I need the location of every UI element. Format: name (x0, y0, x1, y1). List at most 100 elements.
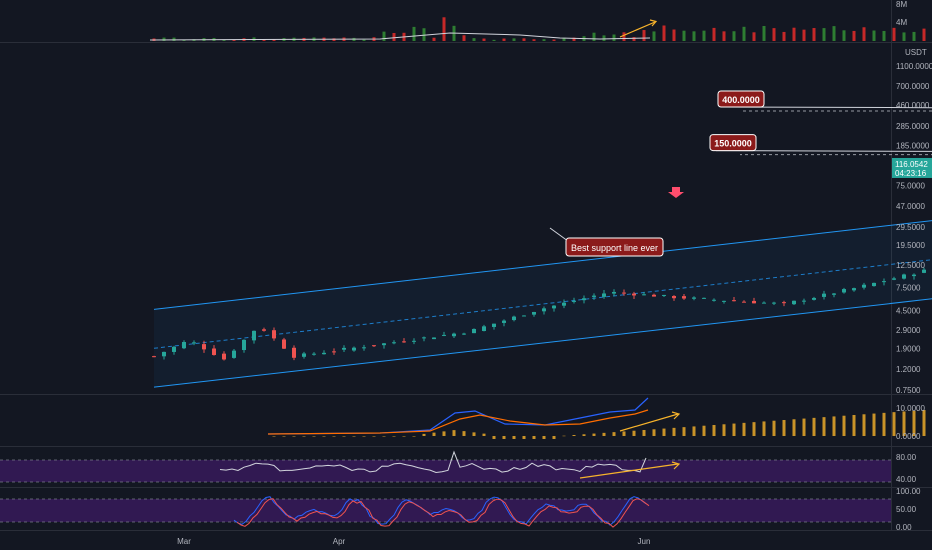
candle[interactable] (642, 294, 646, 296)
candle[interactable] (822, 293, 826, 297)
candle[interactable] (682, 296, 686, 299)
candle[interactable] (702, 297, 706, 299)
candle[interactable] (512, 316, 516, 321)
channel-upper-line[interactable] (153, 42, 932, 310)
candle[interactable] (612, 291, 616, 294)
candle[interactable] (442, 334, 446, 336)
candle[interactable] (592, 295, 596, 297)
candle[interactable] (852, 288, 856, 291)
candle[interactable] (752, 300, 756, 304)
candle[interactable] (652, 294, 656, 297)
candle[interactable] (282, 339, 286, 349)
candle[interactable] (862, 284, 866, 288)
candle[interactable] (202, 344, 206, 350)
rsi-panel[interactable]: 80.00 40.00 (0, 450, 917, 484)
macd-trend-arrow (619, 413, 679, 432)
candle[interactable] (292, 347, 296, 358)
candle[interactable] (782, 302, 786, 304)
candle[interactable] (772, 302, 776, 304)
candle[interactable] (372, 345, 376, 347)
candle[interactable] (562, 302, 566, 306)
candle[interactable] (572, 300, 576, 302)
candle[interactable] (182, 342, 186, 349)
candle[interactable] (762, 302, 766, 304)
time-tick-label: Jun (638, 537, 651, 546)
countdown-label: 04:23:16 (895, 169, 927, 178)
candle[interactable] (902, 274, 906, 279)
stochastic-panel[interactable]: 100.00 50.00 0.00 (0, 487, 921, 532)
volume-panel[interactable]: 8M 4M (149, 0, 932, 41)
candle[interactable] (232, 350, 236, 358)
price-axis[interactable]: 1100.0000 700.0000 460.0000 285.0000 185.000… (892, 48, 932, 395)
candle[interactable] (172, 346, 176, 352)
candle[interactable] (472, 328, 476, 334)
channel-lower-line[interactable] (153, 121, 932, 388)
price-panel[interactable]: 400.0000 150.0000 Best support line ever (152, 42, 932, 388)
candle[interactable] (312, 353, 316, 355)
candle[interactable] (622, 292, 626, 294)
candle[interactable] (582, 298, 586, 301)
candle[interactable] (502, 320, 506, 323)
support-label-box[interactable] (565, 237, 664, 257)
candle[interactable] (542, 308, 546, 312)
candle[interactable] (912, 274, 916, 277)
candle[interactable] (452, 333, 456, 337)
candle[interactable] (362, 347, 366, 349)
candle[interactable] (262, 329, 266, 331)
candle[interactable] (792, 300, 796, 305)
candle[interactable] (152, 356, 156, 358)
candle[interactable] (842, 289, 846, 293)
candle[interactable] (522, 315, 526, 317)
candle[interactable] (402, 341, 406, 343)
candle[interactable] (272, 330, 276, 339)
candle[interactable] (552, 305, 556, 309)
candle[interactable] (412, 340, 416, 342)
rsi-tick-label: 40.00 (896, 475, 917, 484)
candle[interactable] (492, 323, 496, 327)
candle[interactable] (672, 295, 676, 299)
candle[interactable] (732, 300, 736, 302)
candle[interactable] (692, 297, 696, 299)
candle[interactable] (722, 300, 726, 302)
candle[interactable] (602, 293, 606, 297)
candle[interactable] (882, 281, 886, 283)
channel-midline[interactable] (153, 81, 932, 349)
candle[interactable] (892, 278, 896, 280)
target-label-box[interactable] (717, 90, 765, 108)
candle[interactable] (162, 351, 166, 357)
candle[interactable] (302, 353, 306, 357)
candle[interactable] (242, 339, 246, 351)
candle[interactable] (812, 297, 816, 300)
candle[interactable] (192, 342, 196, 344)
candle[interactable] (662, 294, 666, 296)
candle[interactable] (802, 300, 806, 302)
candle[interactable] (352, 347, 356, 351)
candle[interactable] (392, 342, 396, 344)
last-price-badge[interactable] (892, 157, 932, 178)
macd-histogram-bar (522, 436, 526, 439)
candle[interactable] (252, 330, 256, 341)
candle[interactable] (422, 337, 426, 339)
candle[interactable] (742, 301, 746, 303)
candle[interactable] (872, 282, 876, 287)
candle[interactable] (712, 299, 716, 301)
candle[interactable] (222, 353, 226, 360)
time-axis[interactable]: MarAprJunAugSepNov2021FebAprJun (177, 537, 932, 546)
candle[interactable] (832, 293, 836, 295)
candle[interactable] (342, 347, 346, 350)
stoch-tick-label: 100.00 (896, 487, 921, 496)
macd-histogram-bar (382, 436, 386, 437)
candle[interactable] (212, 348, 216, 355)
candle[interactable] (432, 337, 436, 340)
candle[interactable] (922, 269, 926, 273)
candle[interactable] (532, 311, 536, 315)
macd-panel[interactable]: 10.0000 0.0000 (267, 350, 932, 441)
candle[interactable] (322, 352, 326, 355)
candle[interactable] (382, 343, 386, 346)
candle[interactable] (462, 333, 466, 335)
candle[interactable] (482, 326, 486, 331)
candle[interactable] (332, 351, 336, 353)
target-label-box[interactable] (709, 134, 757, 152)
candle[interactable] (632, 293, 636, 296)
